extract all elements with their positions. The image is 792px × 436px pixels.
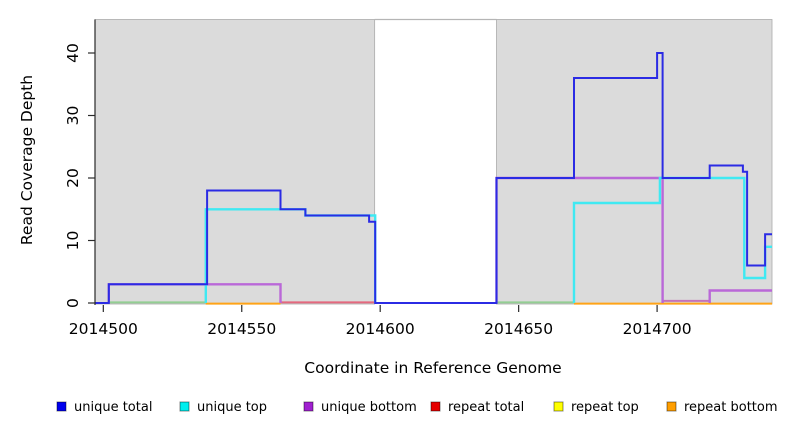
legend-label-repeat-top: repeat top (571, 400, 639, 415)
legend-label-repeat-bottom: repeat bottom (684, 400, 778, 415)
shaded-region-1 (496, 19, 773, 305)
legend-swatch-unique-bottom (303, 401, 314, 412)
legend-swatch-unique-top (179, 401, 190, 412)
x-tick-label: 2014700 (623, 320, 692, 338)
x-tick-label: 2014500 (69, 320, 138, 338)
legend-label-repeat-total: repeat total (448, 400, 524, 415)
series-unique-total-0 (95, 52, 772, 304)
series-lines (95, 52, 772, 305)
legend-label-unique-total: unique total (74, 400, 152, 415)
legend-swatch-repeat-bottom (666, 401, 677, 412)
y-tick-label: 40 (64, 43, 82, 63)
shaded-regions (94, 18, 773, 305)
legend-swatch-unique-total (56, 401, 67, 412)
y-tick-label: 0 (64, 298, 82, 308)
x-axis-title: Coordinate in Reference Genome (304, 359, 561, 377)
shaded-region-0 (94, 19, 376, 305)
y-axis-title: Read Coverage Depth (18, 75, 36, 245)
y-tick-label: 20 (64, 168, 82, 188)
series-unique-bottom-2 (708, 289, 772, 303)
y-tick-label: 10 (64, 231, 82, 251)
legend-swatch-repeat-top (553, 401, 564, 412)
x-tick-label: 2014650 (484, 320, 553, 338)
legend: unique total unique top unique bottom repea… (56, 400, 778, 415)
y-tick-label: 30 (64, 106, 82, 126)
legend-label-unique-top: unique top (197, 400, 267, 415)
legend-label-unique-bottom: unique bottom (321, 400, 417, 415)
x-tick-label: 2014550 (207, 320, 276, 338)
axes: 2014500 2014550 2014600 2014650 2014700 0 10 20… (64, 19, 692, 338)
legend-swatch-repeat-total (430, 401, 441, 412)
x-tick-label: 2014600 (346, 320, 415, 338)
